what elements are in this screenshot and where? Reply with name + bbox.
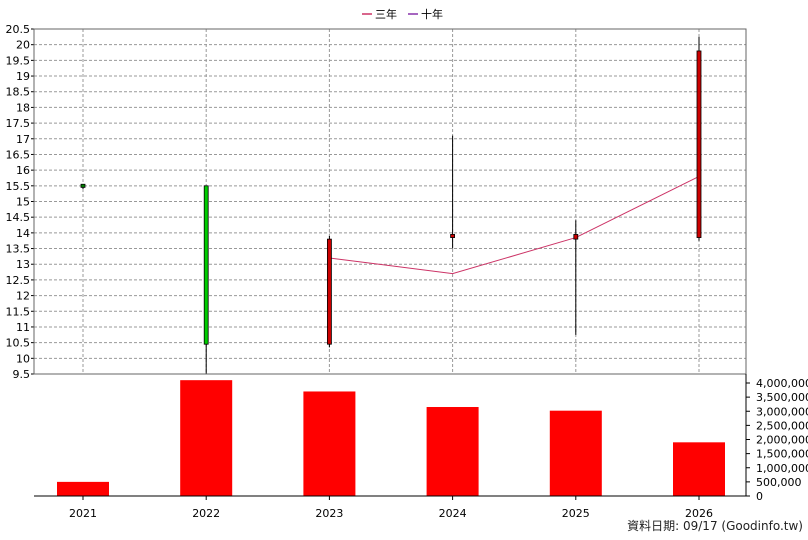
legend: 三年 十年 — [362, 7, 443, 21]
ma-line-layer — [329, 175, 700, 275]
price-grid — [34, 29, 746, 375]
candle-body — [203, 185, 209, 345]
price-tick-label: 15 — [16, 196, 30, 209]
price-tick-label: 19.5 — [6, 54, 31, 67]
price-tick-label: 11 — [16, 321, 30, 334]
volume-bar — [549, 410, 602, 496]
price-tick-label: 14 — [16, 227, 30, 240]
x-tick-label: 2024 — [439, 507, 467, 520]
x-axis: 2021 2022 2023 2024 2025 2026 — [69, 496, 713, 520]
volume-bar — [57, 481, 109, 496]
volume-tick-label: 4,000,000 — [756, 377, 808, 390]
volume-bar — [180, 380, 233, 496]
price-tick-label: 18 — [16, 101, 30, 114]
x-tick-label: 2026 — [685, 507, 713, 520]
volume-bar — [673, 442, 725, 496]
x-tick-label: 2022 — [192, 507, 220, 520]
x-tick-label: 2023 — [315, 507, 343, 520]
volume-bar — [426, 407, 479, 496]
ma-line-san-nian — [329, 175, 700, 275]
candle-body — [450, 234, 456, 238]
price-tick-label: 14.5 — [6, 211, 31, 224]
price-tick-label: 10 — [16, 352, 30, 365]
volume-tick-label: 0 — [756, 490, 763, 503]
price-tick-label: 19 — [16, 70, 30, 83]
volume-tick-label: 1,500,000 — [756, 448, 808, 461]
legend-label-1: 十年 — [421, 7, 443, 21]
candle-body — [80, 183, 86, 188]
plot-frame — [33, 28, 747, 497]
volume-bar — [303, 391, 356, 496]
volume-tick-label: 500,000 — [756, 476, 802, 489]
price-tick-label: 18.5 — [6, 86, 31, 99]
price-tick-label: 12 — [16, 290, 30, 303]
price-tick-label: 20.5 — [6, 23, 31, 36]
price-tick-label: 13 — [16, 258, 30, 271]
price-tick-label: 9.5 — [13, 368, 31, 381]
candle-body — [326, 238, 332, 345]
price-tick-label: 16 — [16, 164, 30, 177]
legend-label-0: 三年 — [375, 7, 397, 21]
volume-tick-label: 1,000,000 — [756, 462, 808, 475]
price-tick-label: 20 — [16, 39, 30, 52]
candle-body — [573, 234, 579, 240]
candle-body — [696, 50, 702, 238]
data-date-footer: 資料日期: 09/17 (Goodinfo.tw) — [627, 519, 803, 533]
price-tick-label: 12.5 — [6, 274, 31, 287]
volume-bar-layer — [57, 380, 725, 496]
x-tick-label: 2025 — [562, 507, 590, 520]
price-tick-label: 10.5 — [6, 337, 31, 350]
volume-tick-label: 3,500,000 — [756, 391, 808, 404]
volume-tick-label: 2,000,000 — [756, 434, 808, 447]
price-tick-label: 17.5 — [6, 117, 31, 130]
price-tick-label: 15.5 — [6, 180, 31, 193]
price-tick-label: 16.5 — [6, 148, 31, 161]
price-axis: 20.5 20 19.5 19 18.5 18 17.5 17 16.5 16 15.5 15 14.5… — [6, 23, 34, 381]
price-tick-label: 11.5 — [6, 305, 31, 318]
price-tick-label: 17 — [16, 133, 30, 146]
x-tick-label: 2021 — [69, 507, 97, 520]
volume-tick-label: 2,500,000 — [756, 419, 808, 432]
price-tick-label: 13.5 — [6, 243, 31, 256]
price-panel-border — [33, 28, 747, 375]
candlestick-layer — [80, 36, 702, 374]
volume-tick-label: 3,000,000 — [756, 405, 808, 418]
